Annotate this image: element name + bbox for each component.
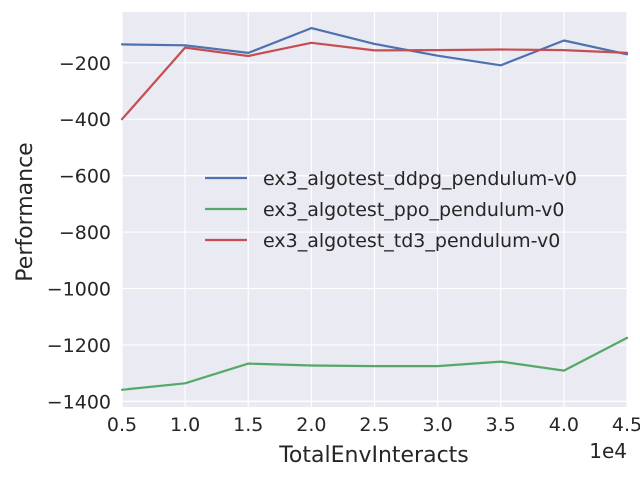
x-offset-label: 1e4 [589, 439, 627, 463]
y-tick-labels: −1400 −1200 −1000 −800 −600 −400 −200 [47, 53, 111, 414]
y-tick-label: −600 [59, 166, 111, 188]
y-tick-label: −1000 [47, 279, 111, 301]
legend: ex3_algotest_ddpg_pendulum-v0 ex3_algotes… [205, 168, 577, 252]
y-tick-label: −1200 [47, 335, 111, 357]
x-axis-label: TotalEnvInteracts [278, 443, 469, 468]
series-line-2 [120, 41, 629, 121]
x-tick-label: 1.0 [170, 414, 200, 436]
x-tick-label: 4.5 [612, 414, 640, 436]
legend-label: ex3_algotest_ddpg_pendulum-v0 [263, 168, 577, 190]
legend-label: ex3_algotest_td3_pendulum-v0 [263, 230, 560, 252]
series-lines [120, 27, 629, 391]
legend-label: ex3_algotest_ppo_pendulum-v0 [263, 199, 564, 221]
x-tick-label: 1.5 [233, 414, 263, 436]
x-tick-label: 4.0 [549, 414, 579, 436]
x-tick-labels: 0.5 1.0 1.5 2.0 2.5 3.0 3.5 4.0 4.5 [107, 414, 640, 436]
x-tick-label: 2.5 [359, 414, 389, 436]
y-tick-label: −800 [59, 222, 111, 244]
y-tick-label: −200 [59, 53, 111, 75]
y-axis-label: Performance [13, 142, 38, 281]
series-line-1 [120, 336, 629, 391]
y-tick-label: −400 [59, 109, 111, 131]
grid-lines [121, 12, 628, 407]
y-tick-label: −1400 [47, 391, 111, 413]
x-tick-label: 3.5 [486, 414, 516, 436]
x-tick-label: 3.0 [423, 414, 453, 436]
x-tick-label: 0.5 [107, 414, 137, 436]
x-tick-label: 2.0 [296, 414, 326, 436]
series-line-0 [120, 27, 629, 67]
